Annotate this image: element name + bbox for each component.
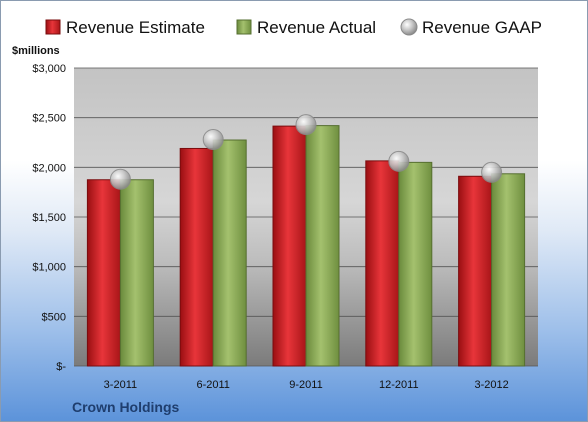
legend-label-estimate: Revenue Estimate (66, 18, 205, 37)
legend-item-actual: Revenue Actual (236, 18, 376, 37)
y-tick-label: $3,000 (32, 63, 66, 75)
legend-label-gaap: Revenue GAAP (422, 18, 542, 37)
y-tick-label: $1,500 (32, 212, 66, 224)
legend-swatch-actual (236, 19, 252, 35)
y-tick-label: $2,500 (32, 113, 66, 125)
bar-revenue-estimate (365, 160, 400, 367)
gaap-markers (109, 114, 503, 190)
unit-label: $millions (12, 45, 60, 57)
marker-revenue-gaap (481, 161, 503, 183)
legend-swatch-gaap (400, 18, 418, 36)
bar-revenue-actual (119, 179, 154, 367)
bar-revenue-actual (212, 139, 247, 367)
bar-revenue-estimate (458, 175, 493, 367)
company-label: Crown Holdings (72, 399, 180, 415)
marker-revenue-gaap (109, 168, 131, 190)
legend-item-estimate: Revenue Estimate (45, 18, 205, 37)
y-tick-label: $- (56, 361, 66, 373)
x-tick-label: 3-2012 (474, 379, 508, 391)
legend: Revenue Estimate Revenue Actual Revenue … (45, 18, 542, 37)
bar-revenue-estimate (272, 125, 307, 367)
bars (86, 125, 526, 367)
legend-label-actual: Revenue Actual (257, 18, 376, 37)
x-tick-label: 9-2011 (289, 379, 322, 391)
x-tick-label: 3-2011 (104, 379, 137, 391)
marker-revenue-gaap (388, 150, 410, 172)
bar-revenue-actual (305, 125, 340, 367)
y-tick-label: $2,000 (32, 162, 66, 174)
x-tick-label: 12-2011 (379, 379, 419, 391)
bar-revenue-actual (491, 173, 526, 367)
x-axis-ticks: 3-2011 6-2011 9-2011 12-2011 3-2012 (104, 379, 509, 391)
x-tick-label: 6-2011 (196, 379, 229, 391)
marker-revenue-gaap (202, 129, 224, 151)
y-tick-label: $1,000 (32, 262, 66, 274)
bar-revenue-estimate (86, 179, 121, 367)
bar-revenue-estimate (179, 147, 214, 367)
legend-swatch-estimate (45, 19, 61, 35)
y-tick-label: $500 (42, 311, 66, 323)
legend-item-gaap: Revenue GAAP (400, 18, 542, 37)
marker-revenue-gaap (295, 114, 317, 136)
bar-revenue-actual (398, 161, 433, 367)
y-axis-ticks: $- $500 $1,000 $1,500 $2,000 $2,500 $3,000 (32, 63, 66, 373)
